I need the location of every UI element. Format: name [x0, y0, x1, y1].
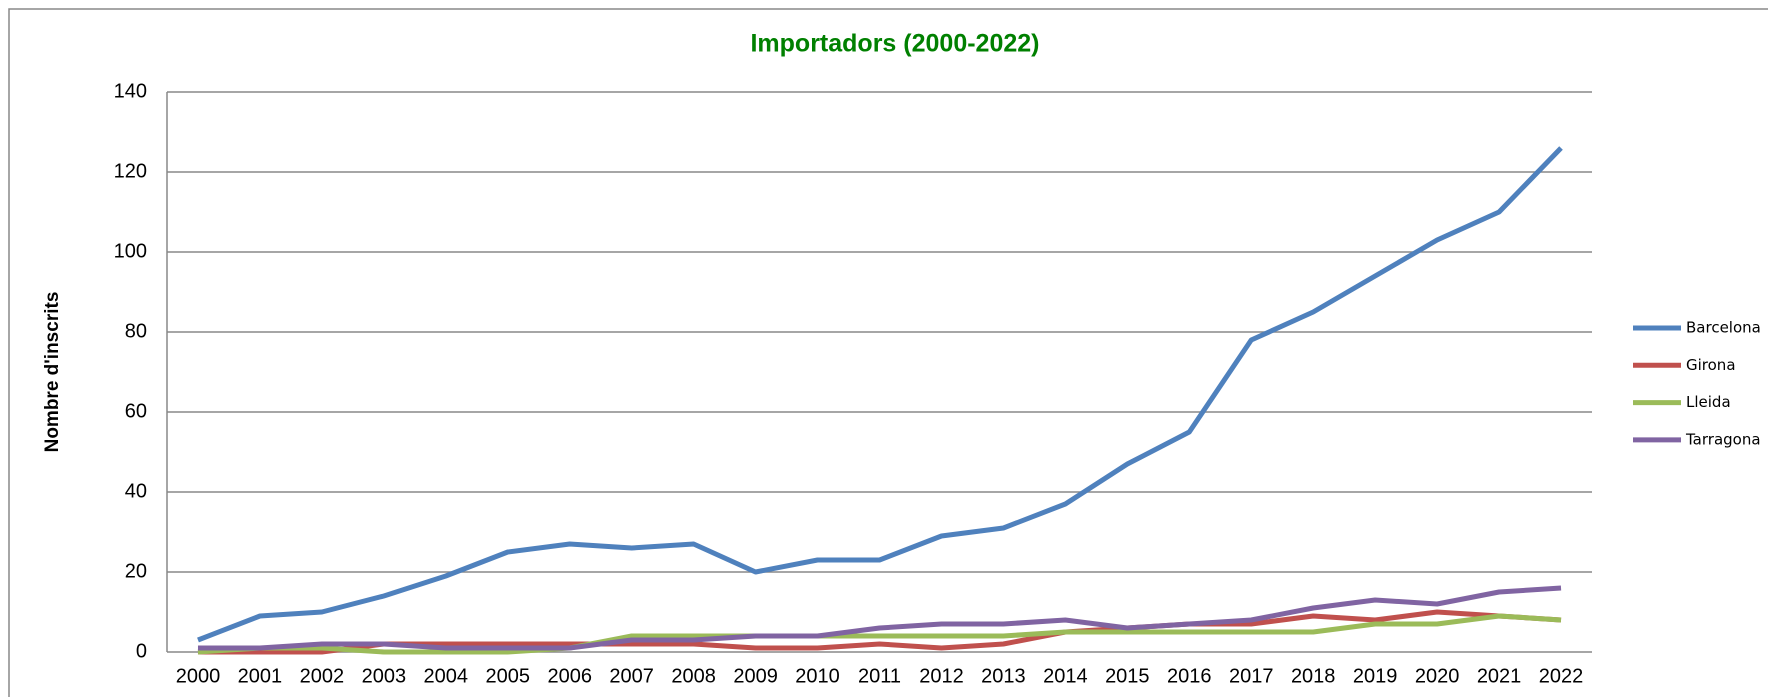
- series-line: [197, 146, 1563, 643]
- x-tick-label: 2017: [1229, 665, 1274, 687]
- x-tick-label: 2007: [609, 665, 654, 687]
- x-tick-label: 2003: [362, 665, 407, 687]
- x-tick-label: 2019: [1353, 665, 1398, 687]
- x-tick-label: 2006: [547, 665, 592, 687]
- series-line: [197, 585, 1562, 651]
- y-tick-label: 60: [125, 400, 147, 422]
- y-tick-label: 40: [125, 480, 147, 502]
- y-axis-label: Nombre d'inscrits: [42, 292, 63, 453]
- legend-label: Barcelona: [1686, 319, 1761, 337]
- x-tick-label: 2014: [1043, 665, 1088, 687]
- x-tick-label: 2021: [1477, 665, 1522, 687]
- x-tick-label: 2020: [1415, 665, 1460, 687]
- y-tick-label: 80: [125, 320, 147, 342]
- x-tick-label: 2018: [1291, 665, 1336, 687]
- series-line: [197, 609, 1562, 655]
- x-tick-label: 2008: [671, 665, 716, 687]
- chart-border: [8, 8, 1768, 697]
- y-tick-label: 140: [114, 80, 147, 102]
- x-tick-label: 2000: [176, 665, 221, 687]
- y-tick-label: 0: [136, 640, 147, 662]
- y-tick-label: 120: [114, 160, 147, 182]
- x-tick-label: 2004: [424, 665, 469, 687]
- x-tick-label: 2002: [300, 665, 345, 687]
- x-tick-label: 2022: [1539, 665, 1584, 687]
- x-tick-label: 2016: [1167, 665, 1212, 687]
- x-tick-label: 2010: [795, 665, 840, 687]
- x-tick-label: 2012: [919, 665, 964, 687]
- y-tick-label: 20: [125, 560, 147, 582]
- series-line: [197, 613, 1562, 655]
- x-tick-label: 2011: [858, 665, 901, 687]
- x-tick-label: 2001: [238, 665, 283, 687]
- legend-label: Lleida: [1686, 393, 1731, 411]
- chart-title: Importadors (2000-2022): [750, 30, 1039, 58]
- legend-label: Girona: [1686, 356, 1736, 374]
- x-tick-label: 2005: [486, 665, 531, 687]
- x-tick-label: 2015: [1105, 665, 1150, 687]
- y-tick-label: 100: [114, 240, 147, 262]
- legend-label: Tarragona: [1685, 430, 1761, 448]
- x-tick-label: 2009: [733, 665, 778, 687]
- x-tick-label: 2013: [981, 665, 1026, 687]
